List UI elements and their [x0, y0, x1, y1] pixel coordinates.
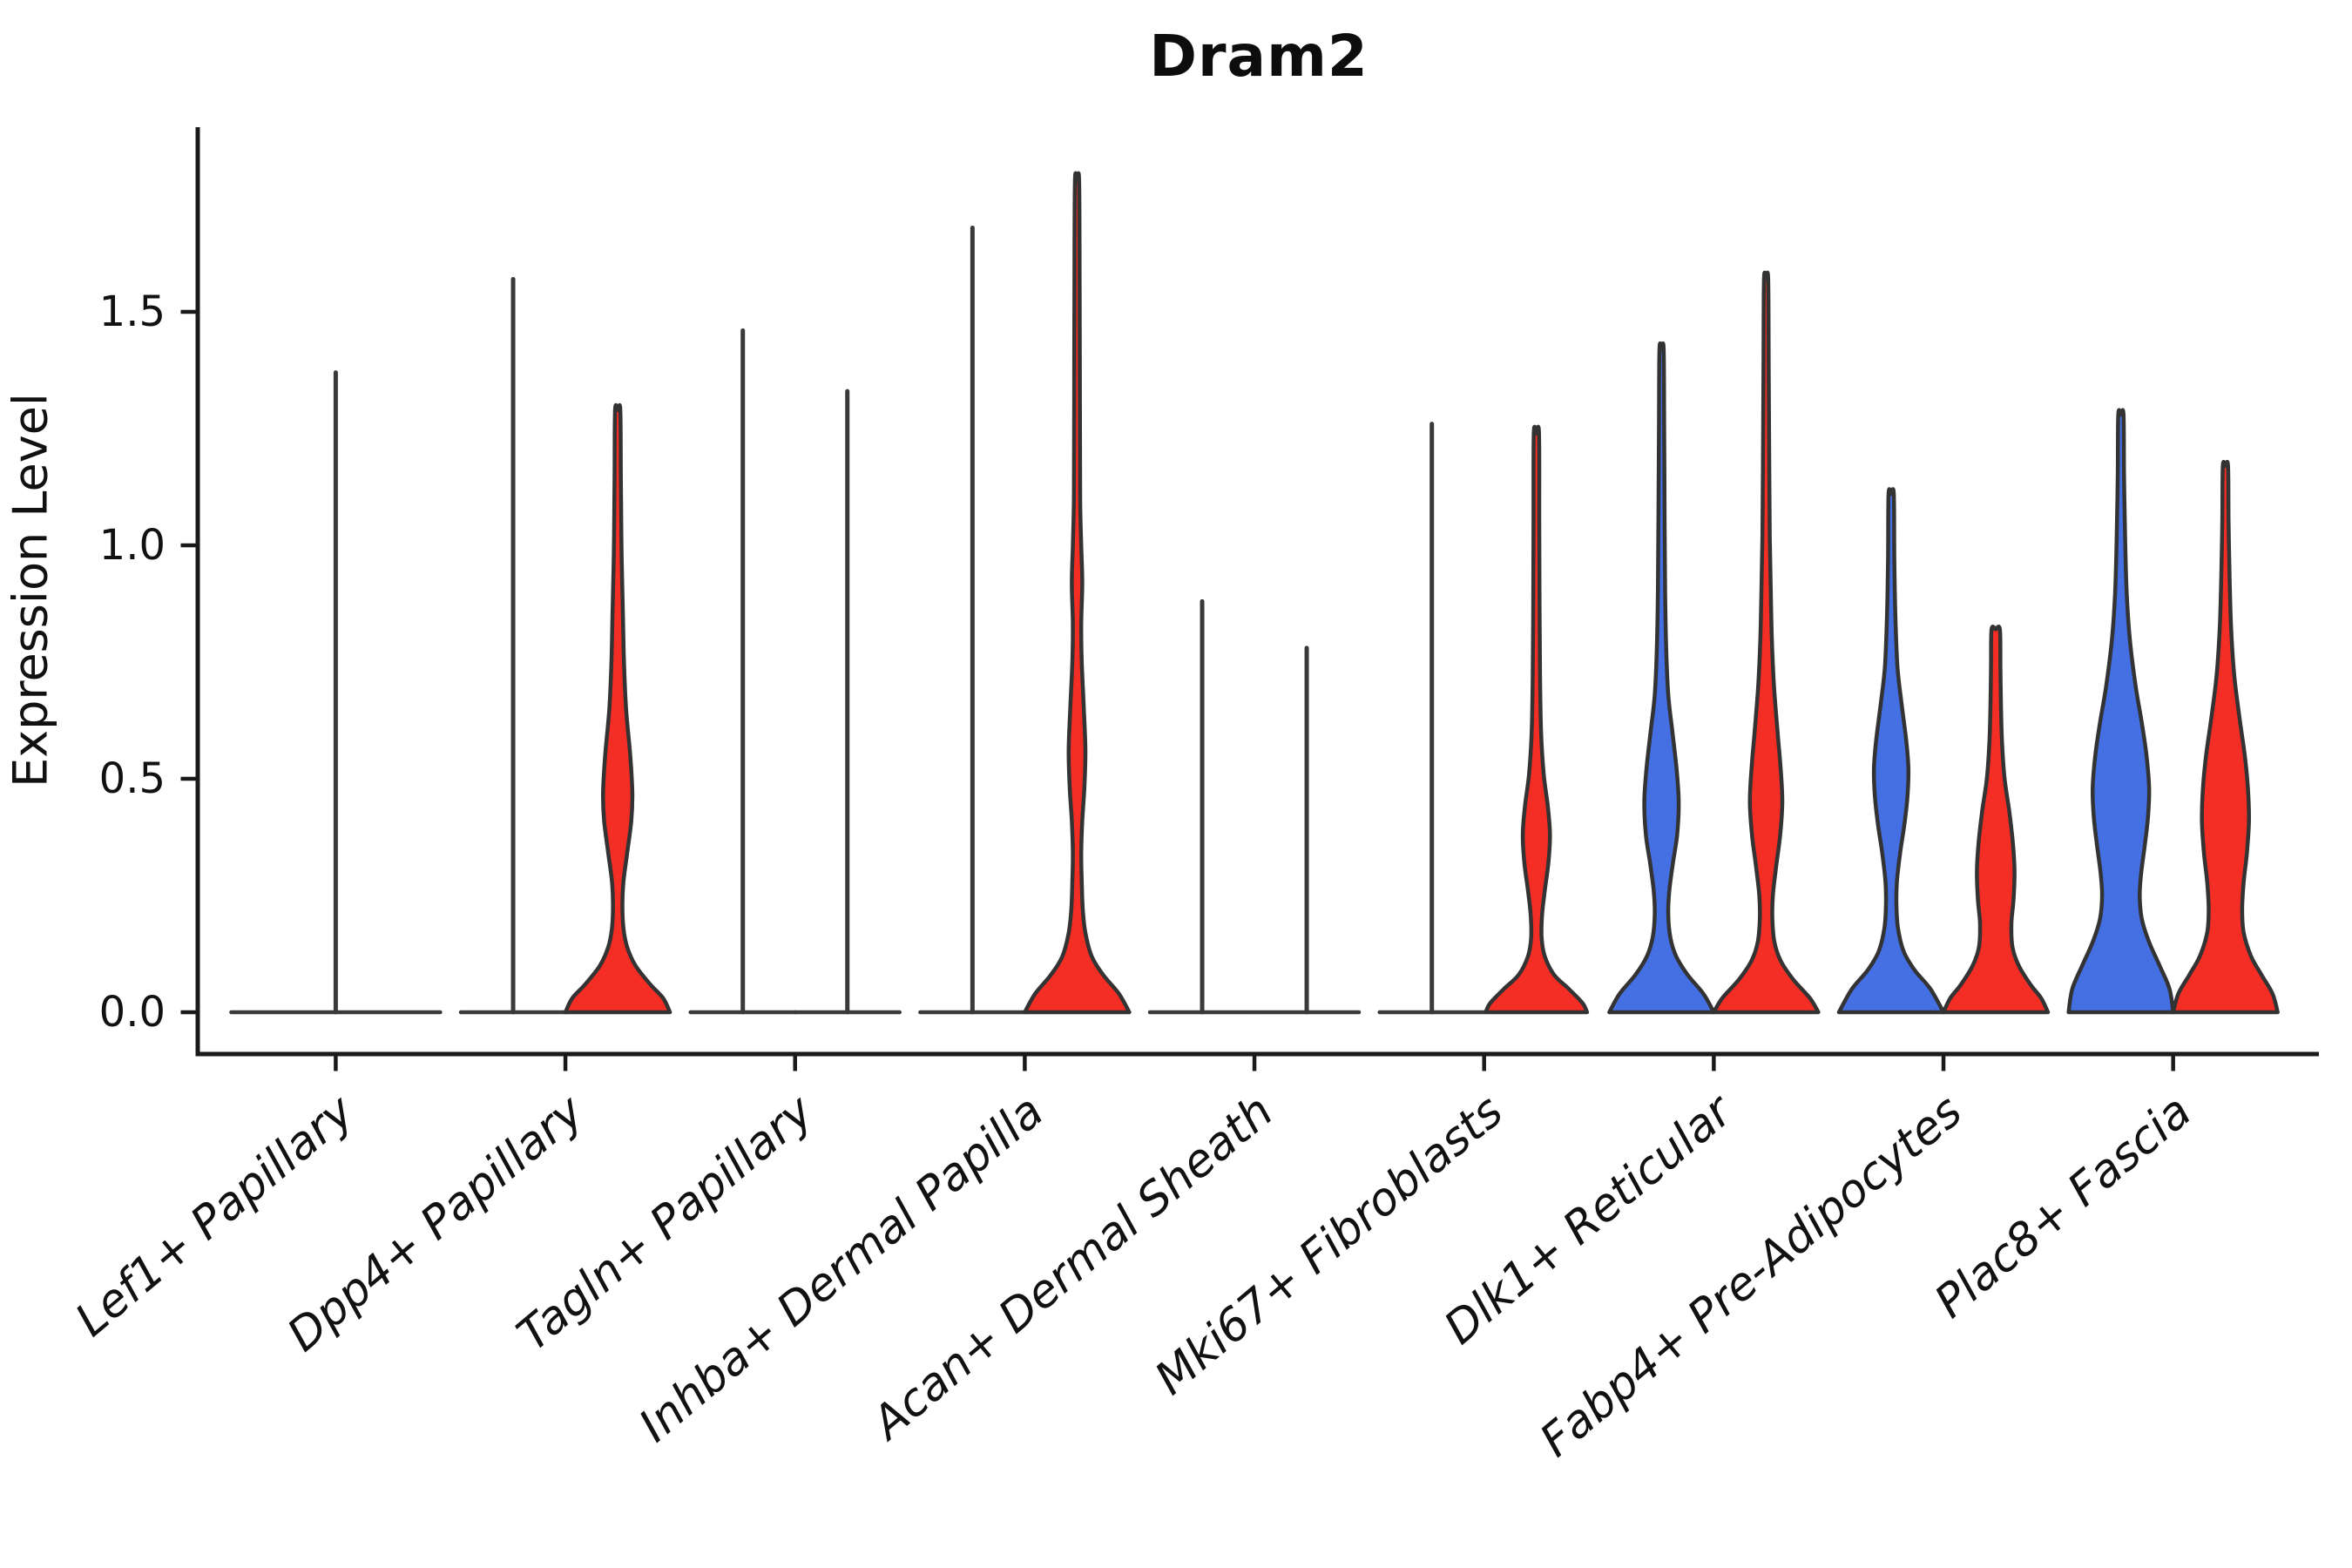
violin-red — [1941, 625, 2051, 1015]
violin-blue — [1607, 341, 1716, 1015]
violin-blue — [1836, 487, 1946, 1015]
y-tick-label: 0.0 — [98, 988, 166, 1037]
violin-red — [1712, 270, 1821, 1015]
y-tick-label: 0.5 — [98, 754, 166, 803]
violin-red — [1484, 424, 1590, 1015]
violin-red — [1023, 171, 1132, 1015]
violin-red — [2171, 459, 2280, 1015]
y-tick-label: 1.0 — [98, 521, 166, 570]
chart-title: Dram2 — [1149, 23, 1369, 90]
violin-red — [563, 402, 672, 1015]
violin-blue — [2066, 408, 2175, 1015]
y-tick-label: 1.5 — [98, 287, 166, 336]
